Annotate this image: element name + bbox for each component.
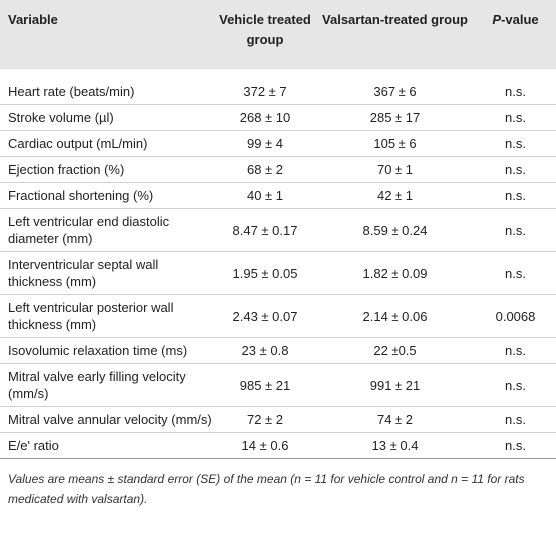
table-row: E/e' ratio 14 ± 0.6 13 ± 0.4 n.s.	[0, 432, 556, 459]
header-row: Variable Vehicle treated group Valsartan-t…	[0, 0, 556, 69]
value-cell: 68 ± 2	[215, 156, 315, 183]
column-header: Vehicle treated group	[215, 0, 315, 69]
table-body: Heart rate (beats/min) 372 ± 7 367 ± 6 n.s.…	[0, 69, 556, 459]
value-cell: n.s.	[475, 182, 556, 209]
variable-cell: Left ventricular posterior wall thicknes…	[0, 294, 215, 338]
value-cell: 0.0068	[475, 294, 556, 338]
value-cell: 8.47 ± 0.17	[215, 208, 315, 252]
value-cell: n.s.	[475, 406, 556, 433]
value-cell: n.s.	[475, 363, 556, 407]
value-cell: 367 ± 6	[315, 69, 475, 105]
table-row: Isovolumic relaxation time (ms) 23 ± 0.8 2…	[0, 337, 556, 364]
variable-cell: Heart rate (beats/min)	[0, 69, 215, 105]
variable-cell: Mitral valve annular velocity (mm/s)	[0, 406, 215, 433]
table-row: Mitral valve early filling velocity (mm/…	[0, 363, 556, 407]
column-header: Valsartan-treated group	[315, 0, 475, 69]
value-cell: n.s.	[475, 69, 556, 105]
variable-cell: Fractional shortening (%)	[0, 182, 215, 209]
value-cell: 985 ± 21	[215, 363, 315, 407]
table-row: Mitral valve annular velocity (mm/s) 72 ±…	[0, 406, 556, 433]
value-cell: n.s.	[475, 208, 556, 252]
value-cell: 268 ± 10	[215, 104, 315, 131]
value-cell: n.s.	[475, 130, 556, 157]
data-table: Variable Vehicle treated group Valsartan-t…	[0, 0, 556, 459]
value-cell: 991 ± 21	[315, 363, 475, 407]
value-cell: 1.82 ± 0.09	[315, 251, 475, 295]
variable-cell: Left ventricular end diastolic diameter …	[0, 208, 215, 252]
table-row: Left ventricular end diastolic diameter …	[0, 208, 556, 252]
variable-cell: Interventricular septal wall thickness (…	[0, 251, 215, 295]
value-cell: 13 ± 0.4	[315, 432, 475, 459]
value-cell: n.s.	[475, 251, 556, 295]
header-part: -value	[501, 12, 539, 27]
value-cell: 2.43 ± 0.07	[215, 294, 315, 338]
value-cell: 372 ± 7	[215, 69, 315, 105]
footnote: Values are means ± standard error (SE) o…	[8, 472, 525, 506]
table-row: Ejection fraction (%) 68 ± 2 70 ± 1 n.s.	[0, 156, 556, 183]
value-cell: 40 ± 1	[215, 182, 315, 209]
variable-cell: Ejection fraction (%)	[0, 156, 215, 183]
value-cell: 285 ± 17	[315, 104, 475, 131]
value-cell: 72 ± 2	[215, 406, 315, 433]
value-cell: 70 ± 1	[315, 156, 475, 183]
value-cell: n.s.	[475, 337, 556, 364]
table-row: Cardiac output (mL/min) 99 ± 4 105 ± 6 n.s.	[0, 130, 556, 157]
variable-cell: Stroke volume (µl)	[0, 104, 215, 131]
column-header: Variable	[0, 0, 215, 69]
value-cell: 8.59 ± 0.24	[315, 208, 475, 252]
value-cell: 22 ±0.5	[315, 337, 475, 364]
value-cell: 105 ± 6	[315, 130, 475, 157]
value-cell: 99 ± 4	[215, 130, 315, 157]
value-cell: 2.14 ± 0.06	[315, 294, 475, 338]
variable-cell: Mitral valve early filling velocity (mm/…	[0, 363, 215, 407]
table-row: Stroke volume (µl) 268 ± 10 285 ± 17 n.s.	[0, 104, 556, 131]
table-row: Interventricular septal wall thickness (…	[0, 251, 556, 295]
table-row: Heart rate (beats/min) 372 ± 7 367 ± 6 n.s.	[0, 69, 556, 105]
value-cell: n.s.	[475, 156, 556, 183]
value-cell: 23 ± 0.8	[215, 337, 315, 364]
variable-cell: Cardiac output (mL/min)	[0, 130, 215, 157]
variable-cell: E/e' ratio	[0, 432, 215, 459]
value-cell: n.s.	[475, 104, 556, 131]
table-row: Left ventricular posterior wall thicknes…	[0, 294, 556, 338]
header-part: P	[492, 12, 502, 27]
variable-cell: Isovolumic relaxation time (ms)	[0, 337, 215, 364]
table-row: Fractional shortening (%) 40 ± 1 42 ± 1 n.s…	[0, 182, 556, 209]
value-cell: 14 ± 0.6	[215, 432, 315, 459]
value-cell: 74 ± 2	[315, 406, 475, 433]
value-cell: 42 ± 1	[315, 182, 475, 209]
value-cell: 1.95 ± 0.05	[215, 251, 315, 295]
value-cell: n.s.	[475, 432, 556, 459]
column-header: P-value	[475, 0, 556, 69]
